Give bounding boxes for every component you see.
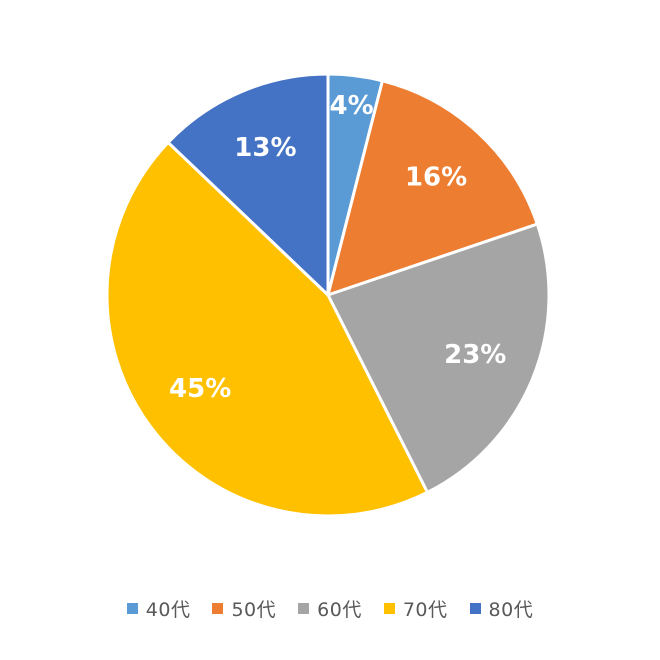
- pie-slices: [105, 72, 551, 518]
- legend-item-5: 80代: [469, 595, 534, 622]
- pie-chart-svg: 4% 16% 23% 45% 13%: [105, 72, 551, 518]
- legend-label-5: 80代: [488, 598, 534, 621]
- pie-chart: 4% 16% 23% 45% 13%: [105, 72, 551, 518]
- legend-item-3: 60代: [298, 595, 362, 622]
- pie-data-label-3: 23%: [444, 340, 506, 370]
- legend-label-2: 50代: [231, 598, 277, 621]
- pie-data-label-5: 13%: [234, 133, 296, 163]
- legend-label-3: 60代: [317, 598, 362, 621]
- legend-item-2: 50代: [212, 595, 276, 622]
- pie-slice-4: [105, 140, 429, 518]
- legend-item-4: 70代: [383, 595, 448, 622]
- pie-data-labels: 4% 16% 23% 45% 13%: [169, 91, 506, 404]
- pie-data-label-1: 4%: [330, 91, 374, 121]
- legend-label-4: 70代: [402, 598, 448, 621]
- legend-label-1: 40代: [145, 598, 191, 621]
- pie-slice-3: [326, 222, 551, 494]
- legend-item-1: 40代: [126, 595, 191, 622]
- pie-data-label-4: 45%: [169, 374, 231, 404]
- pie-slice-5: [166, 72, 330, 297]
- pie-data-label-2: 16%: [405, 163, 467, 193]
- legend-swatch-2: [212, 602, 224, 614]
- legend: 40代 50代 60代 70代 80代: [0, 590, 660, 626]
- legend-swatch-1: [126, 602, 138, 614]
- legend-swatch-4: [383, 602, 395, 614]
- legend-swatch-3: [298, 602, 310, 614]
- legend-swatch-5: [469, 602, 481, 614]
